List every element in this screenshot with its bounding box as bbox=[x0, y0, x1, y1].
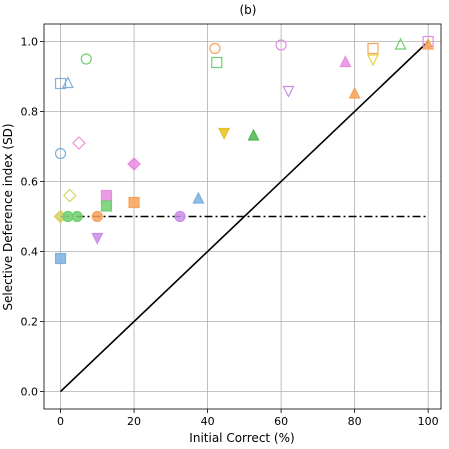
point-diamond bbox=[127, 157, 141, 171]
x-axis-label: Initial Correct (%) bbox=[189, 431, 294, 445]
point-triangle-up bbox=[422, 37, 435, 50]
point-circle bbox=[54, 147, 67, 160]
point-circle bbox=[80, 53, 92, 65]
point-triangle-up bbox=[192, 191, 205, 204]
point-circle bbox=[275, 39, 287, 51]
x-tick-label: 20 bbox=[127, 415, 141, 428]
y-tick-label: 0.2 bbox=[21, 316, 39, 329]
point-triangle-up bbox=[61, 76, 74, 89]
point-triangle-down bbox=[367, 54, 379, 67]
y-tick-label: 0.8 bbox=[21, 106, 39, 119]
chart-title: (b) bbox=[240, 3, 257, 17]
point-diamond bbox=[62, 188, 77, 203]
y-tick-label: 1.0 bbox=[21, 36, 39, 49]
point-circle bbox=[209, 42, 221, 55]
point-triangle-up bbox=[339, 55, 352, 68]
point-triangle-up bbox=[394, 37, 407, 50]
point-triangle-up bbox=[348, 86, 361, 99]
x-tick-label: 100 bbox=[418, 415, 439, 428]
point-square bbox=[211, 56, 223, 69]
y-tick-label: 0.4 bbox=[21, 246, 39, 259]
x-tick-label: 0 bbox=[57, 415, 64, 428]
x-tick-label: 40 bbox=[201, 415, 215, 428]
point-triangle-down bbox=[218, 127, 231, 140]
point-triangle-up bbox=[247, 128, 260, 141]
point-square bbox=[367, 42, 379, 55]
plot-frame bbox=[43, 23, 442, 410]
y-tick-label: 0.6 bbox=[21, 176, 39, 189]
point-triangle-down bbox=[91, 232, 104, 245]
point-square bbox=[54, 252, 67, 265]
point-circle bbox=[91, 210, 103, 223]
axis-ticks: 0 20 40 60 80 100 0.0 0.2 0.4 0.6 0.8 1.0 bbox=[21, 36, 439, 429]
point-square bbox=[100, 189, 113, 202]
y-axis-label: Selective Deference index (SD) bbox=[1, 123, 15, 310]
point-circle bbox=[71, 210, 83, 223]
data-points bbox=[53, 35, 435, 265]
point-square bbox=[100, 200, 113, 212]
y-tick-label: 0.0 bbox=[21, 386, 39, 399]
point-diamond bbox=[72, 136, 86, 150]
x-tick-label: 80 bbox=[348, 415, 362, 428]
point-circle bbox=[174, 210, 186, 223]
point-circle bbox=[62, 210, 74, 223]
point-triangle-down bbox=[282, 85, 295, 98]
reference-lines bbox=[59, 40, 429, 393]
x-tick-label: 60 bbox=[274, 415, 288, 428]
point-square bbox=[128, 196, 140, 209]
